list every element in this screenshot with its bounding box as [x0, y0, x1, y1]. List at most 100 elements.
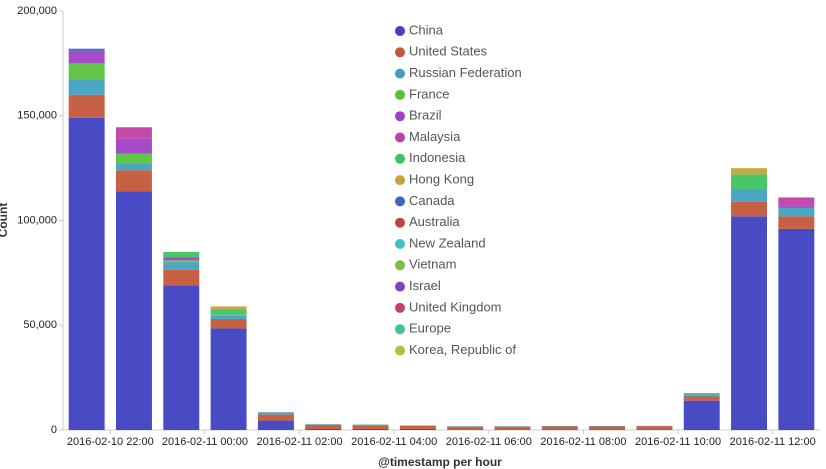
bar-segment	[115, 191, 152, 430]
bar-segment	[115, 138, 152, 154]
legend-swatch	[395, 132, 405, 143]
bar-segment	[210, 328, 247, 430]
bar-segment	[352, 428, 389, 430]
legend-swatch	[395, 175, 405, 186]
bar-segment	[352, 425, 389, 429]
legend-label: Hong Kong	[409, 172, 474, 187]
bar-segment	[778, 216, 815, 229]
x-tick-label: 2016-02-10 22:00	[67, 436, 154, 448]
legend-label: France	[409, 86, 449, 101]
bar-segment	[683, 394, 720, 397]
bar-segment	[68, 48, 105, 51]
x-tick-label: 2016-02-11 12:00	[730, 436, 816, 448]
legend-swatch	[395, 239, 405, 249]
bar-segment	[683, 396, 720, 401]
bar-segment	[778, 197, 815, 206]
legend-label: United States	[409, 44, 488, 59]
bar-segment	[257, 412, 294, 415]
legend-label: Vietnam	[409, 257, 456, 272]
x-tick-label: 2016-02-11 00:00	[162, 436, 248, 448]
bar-segment	[68, 94, 105, 118]
y-tick-label: 0	[51, 424, 57, 436]
bar-segment	[68, 117, 105, 430]
bar-segment	[683, 393, 720, 394]
legend-swatch	[395, 47, 405, 58]
legend-swatch	[395, 324, 405, 335]
legend-swatch	[395, 260, 405, 271]
bar-segment	[494, 429, 531, 430]
bar-segment	[163, 269, 200, 286]
bar-segment	[163, 257, 200, 261]
bar-segment	[115, 170, 152, 192]
legend-label: Canada	[409, 193, 455, 208]
x-tick-label: 2016-02-11 02:00	[257, 436, 343, 448]
legend-swatch	[395, 281, 405, 292]
bar-segment	[68, 63, 105, 80]
bar-segment	[305, 428, 342, 430]
bar-segment	[589, 426, 626, 430]
y-tick-label: 200,000	[17, 5, 57, 17]
legend-label: Israel	[409, 278, 441, 293]
x-tick-label: 2016-02-11 06:00	[446, 436, 532, 448]
legend-swatch	[395, 302, 405, 313]
bar-segment	[399, 425, 436, 429]
x-tick-label: 2016-02-11 04:00	[351, 436, 437, 448]
y-tick-label: 50,000	[23, 319, 57, 331]
bar-segment	[352, 424, 389, 426]
x-tick-label: 2016-02-11 10:00	[635, 436, 721, 448]
legend-swatch	[395, 217, 405, 228]
bar-segment	[731, 174, 768, 190]
bar-segment	[115, 163, 152, 171]
bar-segment	[731, 216, 768, 430]
legend-label: New Zealand	[409, 235, 486, 250]
bar-segment	[210, 306, 247, 310]
bar-segment	[731, 201, 768, 217]
bar-segment	[683, 400, 720, 430]
bar-segment	[731, 168, 768, 175]
bar-segment	[683, 393, 720, 395]
legend-label: Russian Federation	[409, 65, 522, 80]
bar-segment	[210, 318, 247, 329]
legend-label: Brazil	[409, 108, 442, 123]
bar-segment	[115, 127, 152, 139]
bar-segment	[731, 189, 768, 202]
bar-segment	[778, 228, 815, 430]
bar-segment	[447, 429, 484, 430]
bar-segment	[68, 50, 105, 64]
legend-label: United Kingdom	[409, 299, 502, 314]
bar-segment	[115, 153, 152, 164]
bar-segment	[399, 428, 436, 430]
x-axis-title: @timestamp per hour	[378, 455, 502, 469]
legend-swatch	[395, 89, 405, 100]
bar-segment	[541, 426, 578, 430]
bar-segment	[163, 285, 200, 430]
legend-swatch	[395, 68, 405, 79]
bar-segment	[257, 414, 294, 421]
bar-segment	[305, 424, 342, 429]
legend-label: Europe	[409, 321, 451, 336]
bar-segment	[636, 429, 673, 430]
bar-segment	[210, 314, 247, 316]
bar-segment	[68, 79, 105, 95]
bar-segment	[778, 207, 815, 217]
bar-segment	[305, 424, 342, 425]
legend-label: Malaysia	[409, 129, 461, 144]
legend-swatch	[395, 196, 405, 207]
bar-segment	[210, 315, 247, 319]
legend-swatch	[395, 26, 405, 36]
bar-segment	[163, 260, 200, 263]
legend-swatch	[395, 111, 405, 122]
bar-segment	[447, 426, 484, 430]
legend-label: Indonesia	[409, 150, 466, 165]
legend-label: Australia	[409, 214, 460, 229]
bar-segment	[257, 420, 294, 430]
y-tick-label: 150,000	[17, 110, 57, 122]
bar-segment	[163, 262, 200, 270]
legend-swatch	[395, 153, 405, 164]
bar-segment	[778, 205, 815, 208]
bar-segment	[163, 251, 200, 258]
y-tick-label: 100,000	[17, 214, 57, 226]
bar-segment	[494, 426, 531, 430]
y-axis-title: Count	[0, 203, 10, 238]
